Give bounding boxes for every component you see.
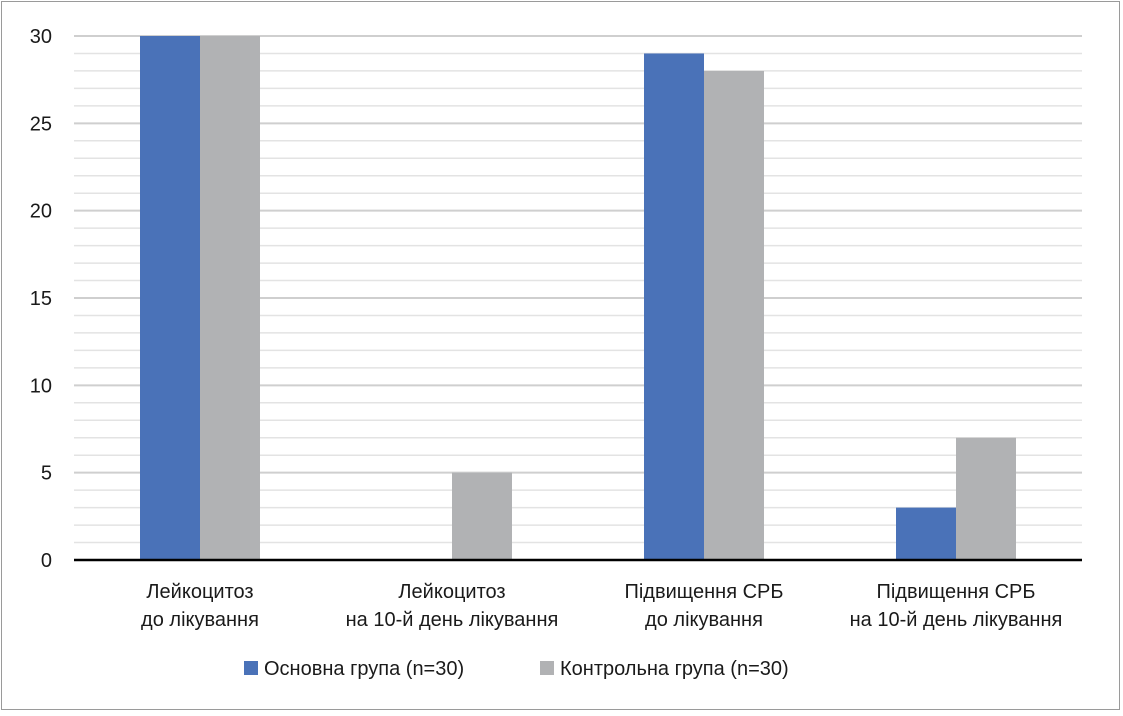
legend-label: Основна група (n=30) bbox=[264, 658, 464, 680]
legend-swatch bbox=[540, 661, 554, 675]
x-category-label: Підвищення СРБ на 10-й день лікування bbox=[850, 581, 1063, 631]
x-category-label: Лейкоцитоз до лікування bbox=[141, 581, 259, 631]
bar-main-group-1 bbox=[140, 36, 200, 560]
x-axis-labels: Лейкоцитоз до лікування Лейкоцитоз на 10-й … bbox=[141, 581, 1062, 631]
y-tick-label: 0 bbox=[41, 550, 52, 572]
bar-main-group-4 bbox=[896, 507, 956, 560]
legend: Основна група (n=30) Контрольна група (n=… bbox=[244, 658, 789, 680]
legend-swatch bbox=[244, 661, 258, 675]
y-tick-label: 15 bbox=[30, 288, 52, 310]
y-tick-label: 10 bbox=[30, 375, 52, 397]
bar-main-group-3 bbox=[644, 53, 704, 560]
bar-control-group-1 bbox=[200, 36, 260, 560]
y-tick-label: 5 bbox=[41, 463, 52, 485]
y-tick-label: 25 bbox=[30, 113, 52, 135]
y-tick-label: 20 bbox=[30, 201, 52, 223]
legend-label: Контрольна група (n=30) bbox=[560, 658, 789, 680]
y-tick-label: 30 bbox=[30, 26, 52, 48]
x-category-label: Лейкоцитоз на 10-й день лікування bbox=[346, 581, 559, 631]
bar-control-group-4 bbox=[956, 437, 1016, 560]
bar-control-group-3 bbox=[704, 70, 764, 560]
bar-control-group-2 bbox=[452, 472, 512, 560]
bars bbox=[140, 36, 1016, 560]
x-category-label: Підвищення СРБ до лікування bbox=[624, 581, 783, 631]
y-axis-ticks: 0 5 10 15 20 25 30 bbox=[30, 26, 52, 572]
